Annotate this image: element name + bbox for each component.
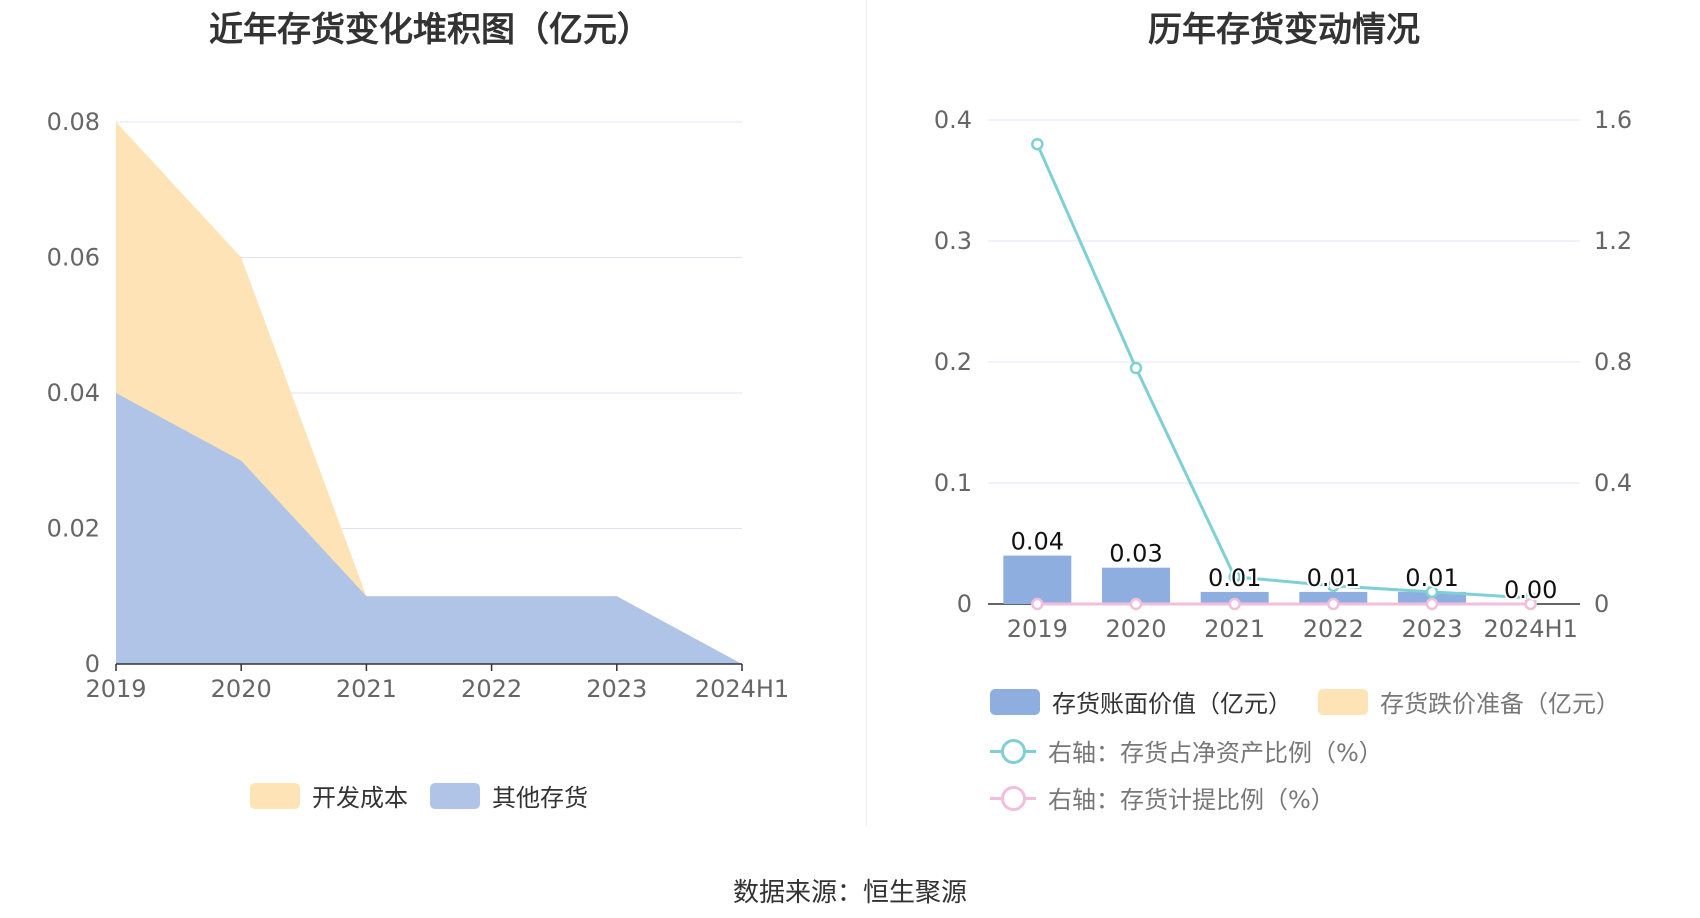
bar-data-label: 0.00 (1504, 576, 1557, 604)
legend-label-provision[interactable]: 右轴：存货计提比例（%） (1048, 786, 1335, 814)
left-legend: 开发成本 其他存货 (250, 778, 588, 813)
y-tick-label: 0.4 (934, 106, 972, 134)
x-tick-label: 2022 (1303, 615, 1364, 643)
y2-tick-label: 0.8 (1594, 348, 1632, 376)
point-provision (1524, 597, 1537, 611)
y-tick-label: 0.06 (47, 244, 100, 272)
x-tick-label: 2020 (211, 675, 272, 703)
x-tick-label: 2019 (1007, 615, 1068, 643)
point-provision (1228, 597, 1241, 611)
x-tick-label: 2024H1 (1483, 615, 1577, 643)
legend-label-book-value[interactable]: 存货账面价值（亿元） (1052, 690, 1292, 718)
legend-label-reserve[interactable]: 存货跌价准备（亿元） (1380, 690, 1620, 718)
x-tick-label: 2024H1 (695, 675, 789, 703)
point-provision (1425, 597, 1439, 611)
y-tick-label: 0.1 (934, 469, 972, 497)
bar-data-label: 0.01 (1208, 564, 1261, 592)
point-ratio (1129, 361, 1143, 375)
x-tick-label: 2021 (1204, 615, 1265, 643)
panel-divider (866, 0, 867, 826)
right-legend-row-2: 右轴：存货占净资产比例（%） (990, 733, 1383, 768)
point-ratio (1425, 585, 1439, 599)
legend-marker-provision (990, 785, 1036, 811)
legend-label-kaifa[interactable]: 开发成本 (312, 784, 408, 812)
x-tick-label: 2019 (85, 675, 146, 703)
y2-tick-label: 1.6 (1594, 106, 1632, 134)
area-other (116, 393, 742, 664)
x-tick-label: 2021 (336, 675, 397, 703)
bar-data-label: 0.03 (1109, 540, 1162, 568)
point-ratio (1327, 579, 1340, 593)
legend-swatch-other (430, 782, 480, 809)
right-legend-row-1: 存货账面价值（亿元） 存货跌价准备（亿元） (990, 684, 1620, 719)
point-provision (1129, 597, 1143, 611)
y-tick-label: 0.02 (47, 515, 100, 543)
legend-label-other[interactable]: 其他存货 (492, 784, 588, 812)
stacked-area-chart: 0 0.02 0.04 0.06 0.08 2019 2020 2021 2022 2023 202… (47, 108, 790, 703)
left-chart-title: 近年存货变化堆积图（亿元） (209, 10, 651, 50)
y2-tick-label: 1.2 (1594, 227, 1632, 255)
right-legend-row-3: 右轴：存货计提比例（%） (990, 780, 1335, 815)
x-tick-label: 2020 (1105, 615, 1166, 643)
bar-book-value (1003, 555, 1072, 604)
bar-data-label: 0.01 (1307, 564, 1360, 592)
bar-data-label: 0.04 (1011, 528, 1064, 556)
data-source: 数据来源：恒生聚源 (732, 878, 967, 908)
line-ratio (1035, 143, 1531, 600)
point-provision (1031, 597, 1044, 611)
x-tick-label: 2023 (1401, 615, 1462, 643)
y-tick-label: 0.08 (47, 108, 100, 136)
y-tick-label: 0.2 (934, 348, 972, 376)
point-provision (1327, 597, 1340, 611)
y2-tick-label: 0 (1594, 590, 1609, 618)
y-tick-label: 0.04 (47, 379, 100, 407)
bar-line-chart: 0 0.1 0.2 0.3 0.4 0 0.4 0.8 1.2 1.6 0.04 0.03 0.01 0.… (934, 106, 1632, 643)
legend-swatch-reserve (1318, 688, 1368, 715)
bar-data-label: 0.01 (1405, 564, 1458, 592)
point-ratio (1031, 137, 1044, 151)
x-tick-label: 2023 (586, 675, 647, 703)
legend-marker-ratio (990, 738, 1036, 764)
legend-label-ratio[interactable]: 右轴：存货占净资产比例（%） (1048, 739, 1383, 767)
point-ratio (1228, 570, 1241, 584)
legend-swatch-kaifa (250, 782, 300, 809)
x-tick-label: 2022 (461, 675, 522, 703)
right-chart-title: 历年存货变动情况 (1148, 10, 1420, 50)
y-tick-label: 0 (85, 650, 100, 678)
y2-tick-label: 0.4 (1594, 469, 1632, 497)
y-tick-label: 0.3 (934, 227, 972, 255)
legend-swatch-book-value (990, 688, 1040, 715)
y-tick-label: 0 (957, 590, 972, 618)
